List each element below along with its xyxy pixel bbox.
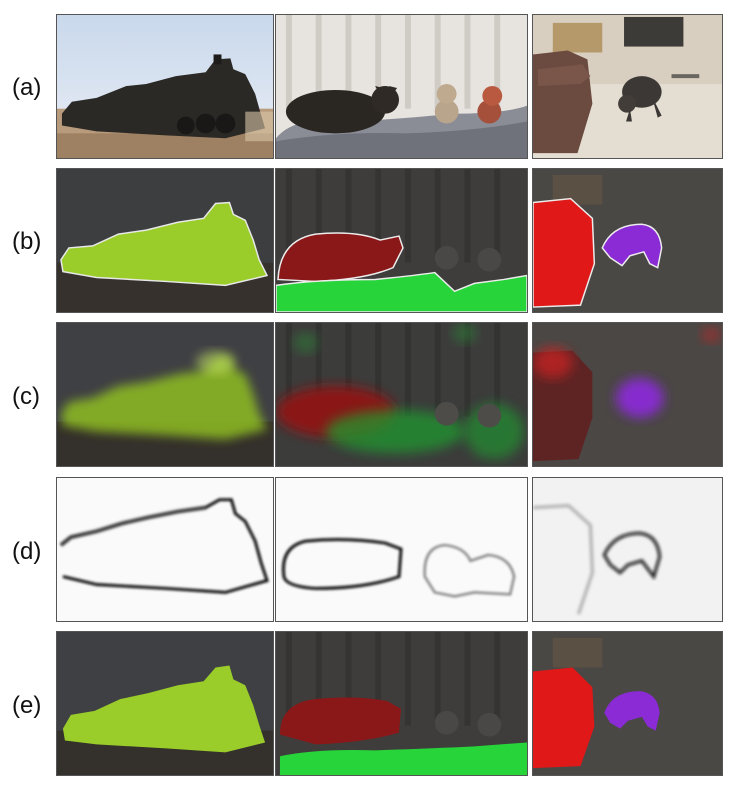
panel-e-dog-refined	[532, 631, 723, 776]
panel-e-train-refined	[56, 631, 274, 776]
panel-a-cat-photo	[275, 14, 528, 159]
row-label-e: (e)	[12, 692, 42, 719]
row-label-a: (a)	[12, 74, 42, 101]
panel-c-dog-pred	[532, 322, 723, 467]
panel-d-train-boundary	[56, 477, 274, 622]
panel-c-cat-pred	[275, 322, 528, 467]
panel-c-train-pred	[56, 322, 274, 467]
panel-e-cat-refined	[275, 631, 528, 776]
panel-b-dog-gt	[532, 168, 723, 313]
row-label-c: (c)	[12, 383, 40, 410]
panel-d-dog-boundary	[532, 477, 723, 622]
panel-a-train-photo	[56, 14, 274, 159]
row-label-d: (d)	[12, 538, 42, 565]
row-label-b: (b)	[12, 228, 42, 255]
panel-d-cat-boundary	[275, 477, 528, 622]
panel-b-cat-gt	[275, 168, 528, 313]
panel-b-train-gt	[56, 168, 274, 313]
panel-a-dog-photo	[532, 14, 723, 159]
